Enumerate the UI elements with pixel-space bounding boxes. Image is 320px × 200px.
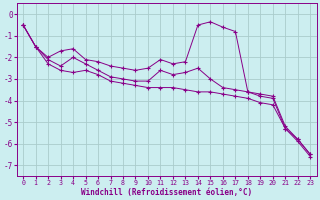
X-axis label: Windchill (Refroidissement éolien,°C): Windchill (Refroidissement éolien,°C) xyxy=(81,188,252,197)
